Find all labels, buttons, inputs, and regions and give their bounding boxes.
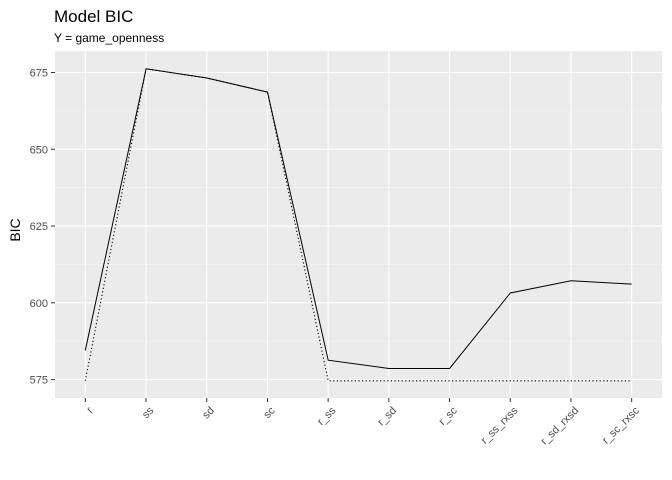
- y-tick-label: 675: [30, 67, 48, 79]
- chart-title: Model BIC: [54, 7, 133, 26]
- plot-panel: [55, 51, 662, 398]
- x-tick-label: r_sd_rxsd: [539, 405, 582, 448]
- series-line-2: [84, 68, 632, 382]
- chart-subtitle: Y = game_openness: [54, 31, 164, 45]
- y-tick-label: 575: [30, 375, 48, 387]
- series-layer: [84, 68, 632, 382]
- y-tick-label: 650: [30, 144, 48, 156]
- y-tick-label: 600: [30, 298, 48, 310]
- y-axis-label: BIC: [7, 218, 23, 241]
- y-axis: 575 600 625 650 675: [30, 67, 55, 387]
- x-tick-label: r_ss_rxss: [479, 404, 521, 446]
- x-tick-label: r_sc: [437, 404, 461, 428]
- x-tick-label: r_ss: [315, 404, 339, 428]
- x-tick-label: r_sc_rxsc: [600, 404, 642, 446]
- y-tick-label: 625: [30, 221, 48, 233]
- x-tick-label: ss: [140, 404, 157, 421]
- major-gridlines: [55, 51, 662, 398]
- x-tick-label: sc: [261, 404, 278, 421]
- x-tick-label: r: [84, 404, 95, 415]
- x-axis: r ss sd sc r_ss r_sd r_sc r_ss_rxss r_sd_rxsd r_s…: [84, 398, 642, 447]
- x-tick-label: sd: [200, 405, 217, 422]
- series-line-1: [84, 68, 632, 369]
- x-tick-label: r_sd: [375, 405, 399, 429]
- minor-gridlines: [55, 110, 662, 342]
